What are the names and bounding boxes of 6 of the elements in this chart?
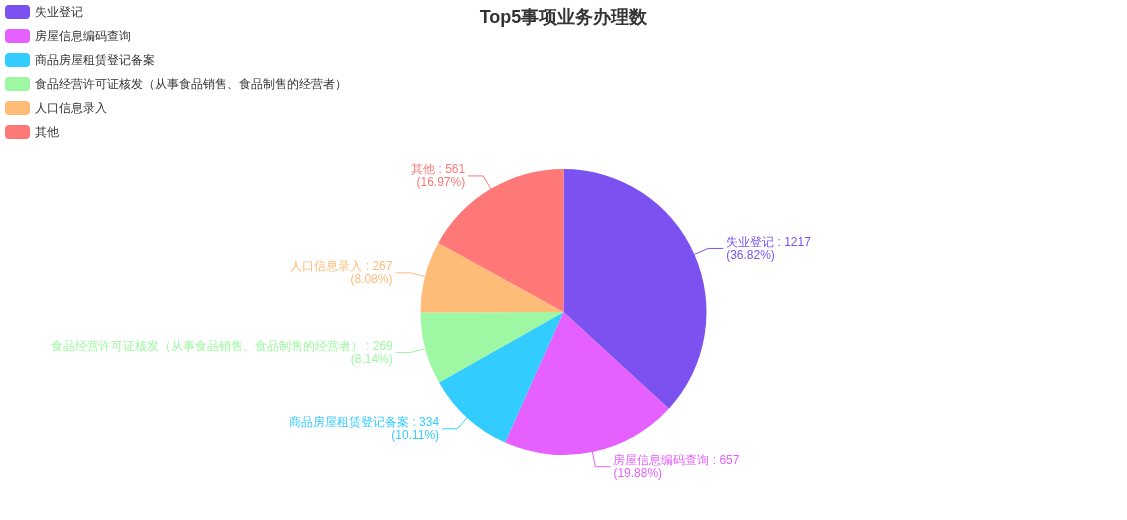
legend-label: 人口信息录入 bbox=[35, 101, 107, 115]
legend-label: 失业登记 bbox=[35, 5, 83, 19]
legend-label: 其他 bbox=[35, 125, 59, 139]
title: Top5事项业务办理数 bbox=[479, 7, 648, 27]
legend-label: 房屋信息编码查询 bbox=[35, 29, 131, 43]
legend-label: 商品房屋租赁登记备案 bbox=[35, 53, 155, 67]
